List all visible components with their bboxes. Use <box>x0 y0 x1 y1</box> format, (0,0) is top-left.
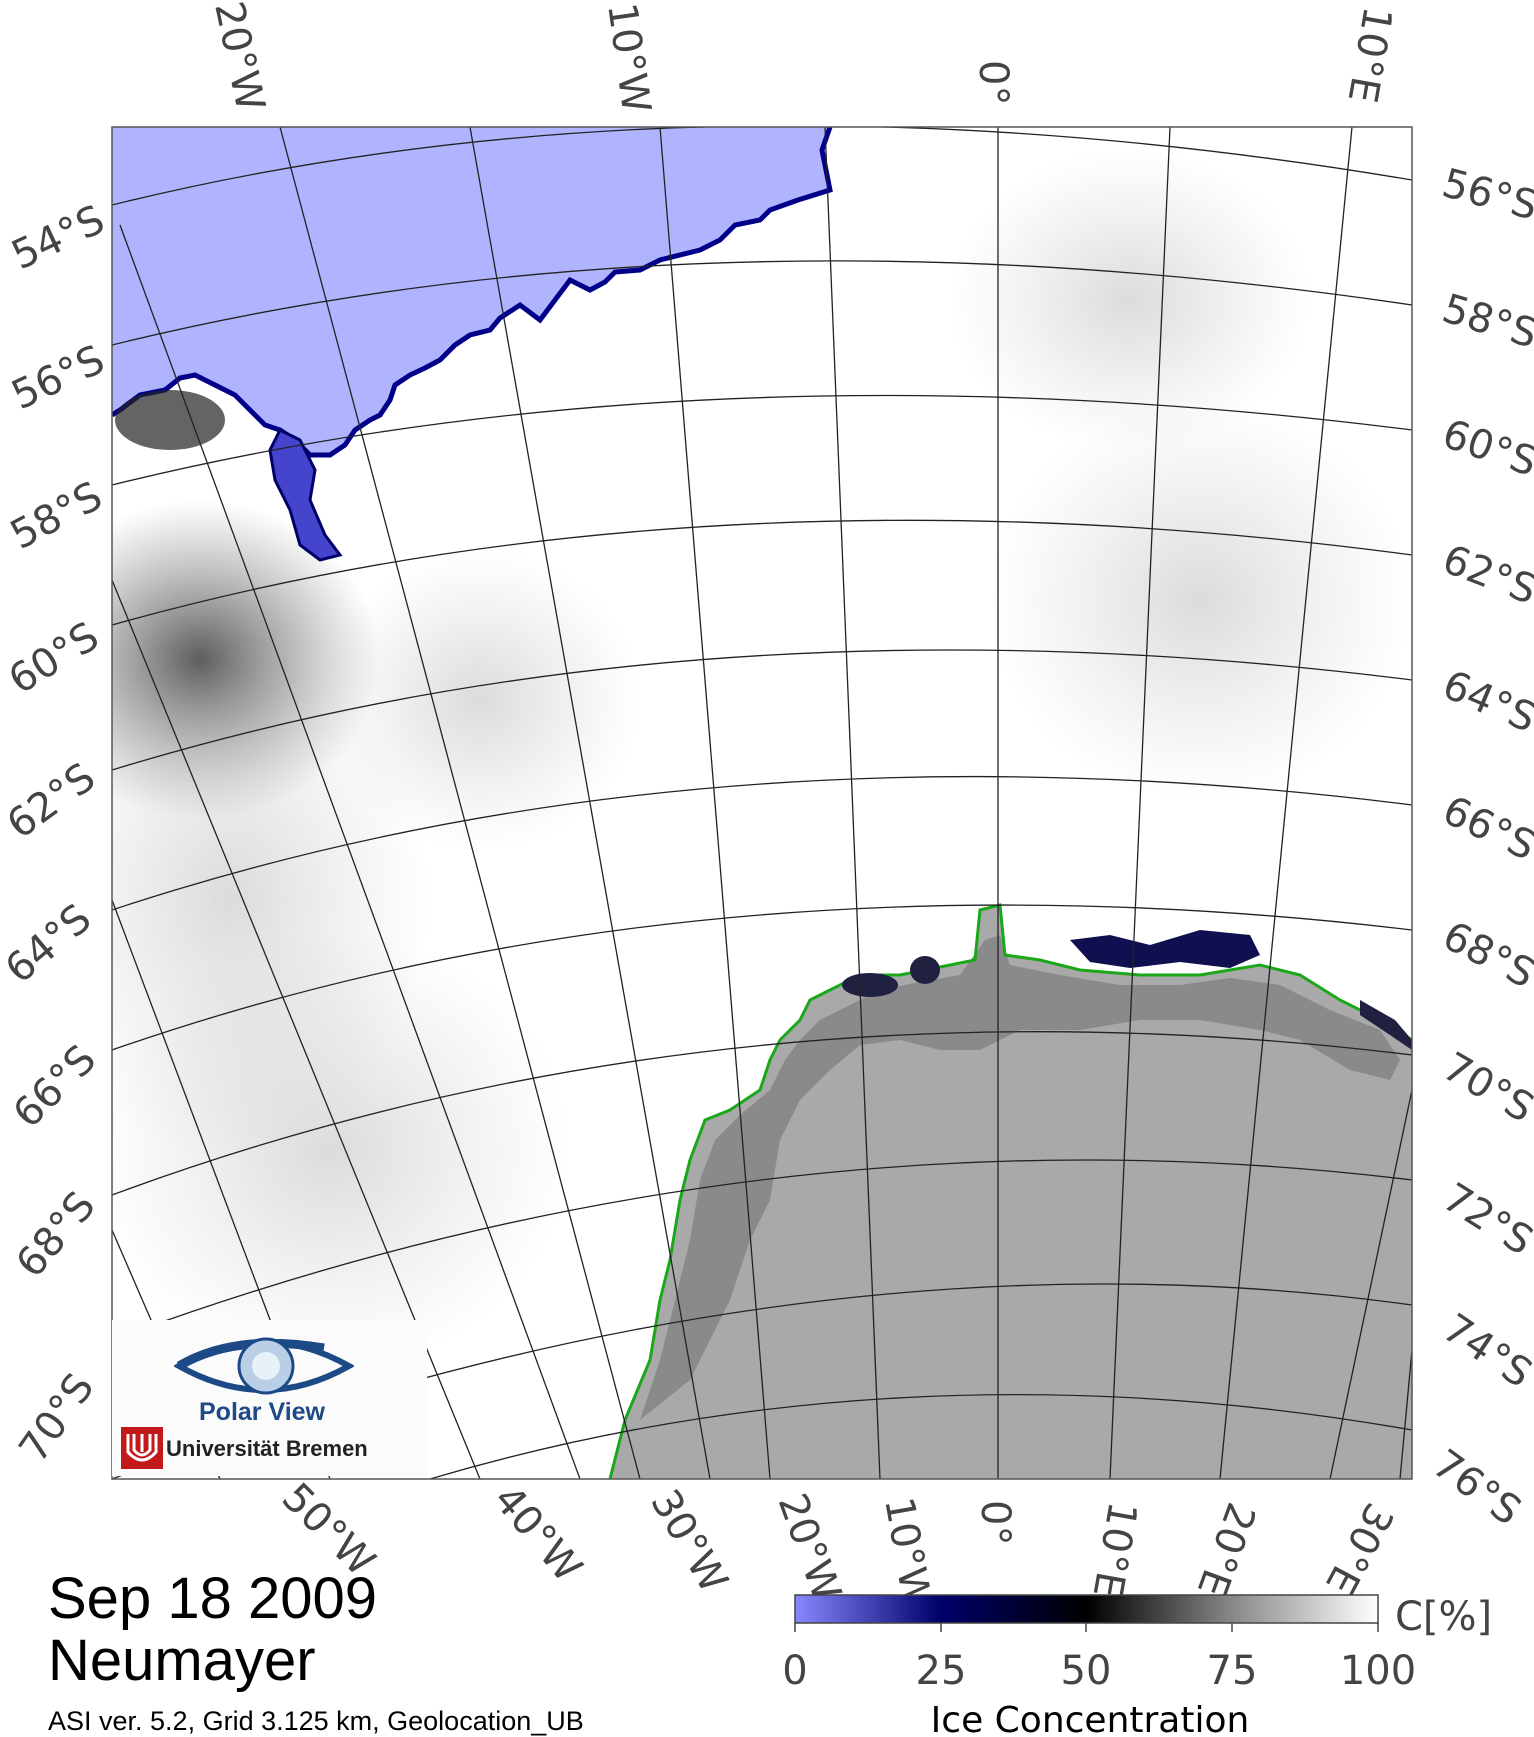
ice-texture <box>990 400 1410 800</box>
meridian-line <box>824 127 881 1479</box>
parallel-line <box>112 904 1412 1051</box>
lon-label-top: 10°W <box>598 0 659 116</box>
lat-label-left: 58°S <box>3 473 110 559</box>
lon-label-bottom: 20°E <box>1188 1497 1264 1603</box>
lat-label-left: 60°S <box>1 613 107 703</box>
colorbar: 0 25 50 75 100 C[%] Ice Concentration <box>782 1594 1492 1737</box>
parallel-line <box>112 1031 1412 1196</box>
lat-label-right: 72°S <box>1435 1174 1534 1264</box>
coastal-polynya <box>842 973 898 997</box>
logo-institution: Universität Bremen <box>166 1436 368 1461</box>
colorbar-tick: 50 <box>1061 1648 1112 1694</box>
parallel-line <box>112 127 1412 206</box>
lon-label-top: 10°E <box>1338 3 1400 106</box>
lat-label-right: 76°S <box>1424 1441 1529 1535</box>
lon-label-bottom: 20°W <box>769 1488 850 1608</box>
lon-label-top: 20°W <box>205 0 273 115</box>
lon-label-bottom: 10°E <box>1083 1498 1145 1601</box>
lon-label-bottom: 0° <box>972 1500 1018 1545</box>
colorbar-title: Ice Concentration <box>931 1700 1250 1737</box>
colorbar-tick: 75 <box>1207 1648 1258 1694</box>
colorbar-tick: 0 <box>782 1648 807 1694</box>
parallel-line <box>112 519 1412 626</box>
lat-label-right: 62°S <box>1436 536 1534 613</box>
eye-icon <box>174 1337 354 1395</box>
lat-label-right: 56°S <box>1437 160 1534 229</box>
lat-label-left: 62°S <box>0 754 104 848</box>
parallel-line <box>112 775 1412 911</box>
lon-label-bottom: 40°W <box>484 1477 590 1591</box>
map-date: Sep 18 2009 <box>48 1566 377 1631</box>
lat-label-right: 64°S <box>1436 662 1534 742</box>
lon-label-bottom: 30°E <box>1316 1495 1402 1602</box>
ice-texture <box>115 390 225 450</box>
parallel-line <box>112 260 1412 346</box>
colorbar-unit: C[%] <box>1395 1594 1492 1640</box>
colorbar-gradient <box>794 1594 1379 1624</box>
parallel-line <box>429 1394 1412 1479</box>
coastal-polynya <box>1070 930 1260 968</box>
meridian-line <box>119 224 581 1479</box>
university-seal-icon <box>121 1427 163 1469</box>
ice-edge <box>112 127 833 458</box>
coastal-polynya <box>1360 1000 1412 1050</box>
lat-label-right: 74°S <box>1434 1305 1534 1397</box>
polar-view-logo: Polar View Universität Bremen <box>112 1320 427 1476</box>
lat-label-right: 68°S <box>1435 913 1534 998</box>
colorbar-tick: 25 <box>916 1648 967 1694</box>
parallel-line <box>112 1159 1412 1341</box>
ice-texture <box>950 150 1310 450</box>
logo-title: Polar View <box>199 1398 325 1426</box>
lat-label-right: 70°S <box>1435 1044 1534 1132</box>
meridian-line <box>279 127 641 1479</box>
map-frame <box>111 126 1413 1480</box>
left-latitude-labels: 54°S 56°S 58°S 60°S 62°S 64°S 66°S 68°S … <box>0 197 112 1471</box>
low-ice-tongue <box>268 427 343 562</box>
parallel-line <box>112 649 1412 771</box>
product-info: ASI ver. 5.2, Grid 3.125 km, Geolocation… <box>48 1706 584 1736</box>
coastal-polynya <box>910 956 940 984</box>
meridian-line <box>1329 1089 1412 1479</box>
lat-label-left: 64°S <box>0 896 100 993</box>
colorbar-tick: 100 <box>1340 1648 1416 1694</box>
lat-label-right: 58°S <box>1437 286 1534 358</box>
meridian-line <box>469 127 711 1479</box>
lon-label-top: 0° <box>970 60 1016 105</box>
meridian-line <box>1219 127 1353 1479</box>
meridian-line <box>1399 1349 1412 1479</box>
meridian-line <box>659 127 771 1479</box>
lat-label-right: 60°S <box>1437 411 1534 486</box>
bottom-longitude-labels: 50°W 40°W 30°W 20°W 10°W 0° 10°E 20°E 30… <box>273 1475 1402 1611</box>
lon-label-bottom: 10°W <box>875 1494 939 1611</box>
lon-label-bottom: 30°W <box>641 1482 736 1601</box>
station-name: Neumayer <box>48 1628 316 1693</box>
lat-label-right: 66°S <box>1436 787 1534 869</box>
ice-texture <box>112 930 570 1370</box>
ice-texture <box>320 550 640 850</box>
top-longitude-labels: 20°W 10°W 0° 10°E <box>205 0 1400 116</box>
meridian-line <box>1109 127 1171 1479</box>
parallel-line <box>112 394 1412 486</box>
lat-label-left: 54°S <box>5 197 112 279</box>
ice-shelf <box>640 935 1400 1420</box>
open-water-region <box>112 127 830 455</box>
lat-label-left: 66°S <box>5 1036 106 1137</box>
lat-label-left: 68°S <box>7 1183 104 1286</box>
right-latitude-labels: 56°S 58°S 60°S 62°S 64°S 66°S 68°S 70°S … <box>1424 160 1534 1534</box>
lat-label-left: 70°S <box>11 1365 104 1470</box>
lat-label-left: 56°S <box>5 337 112 419</box>
